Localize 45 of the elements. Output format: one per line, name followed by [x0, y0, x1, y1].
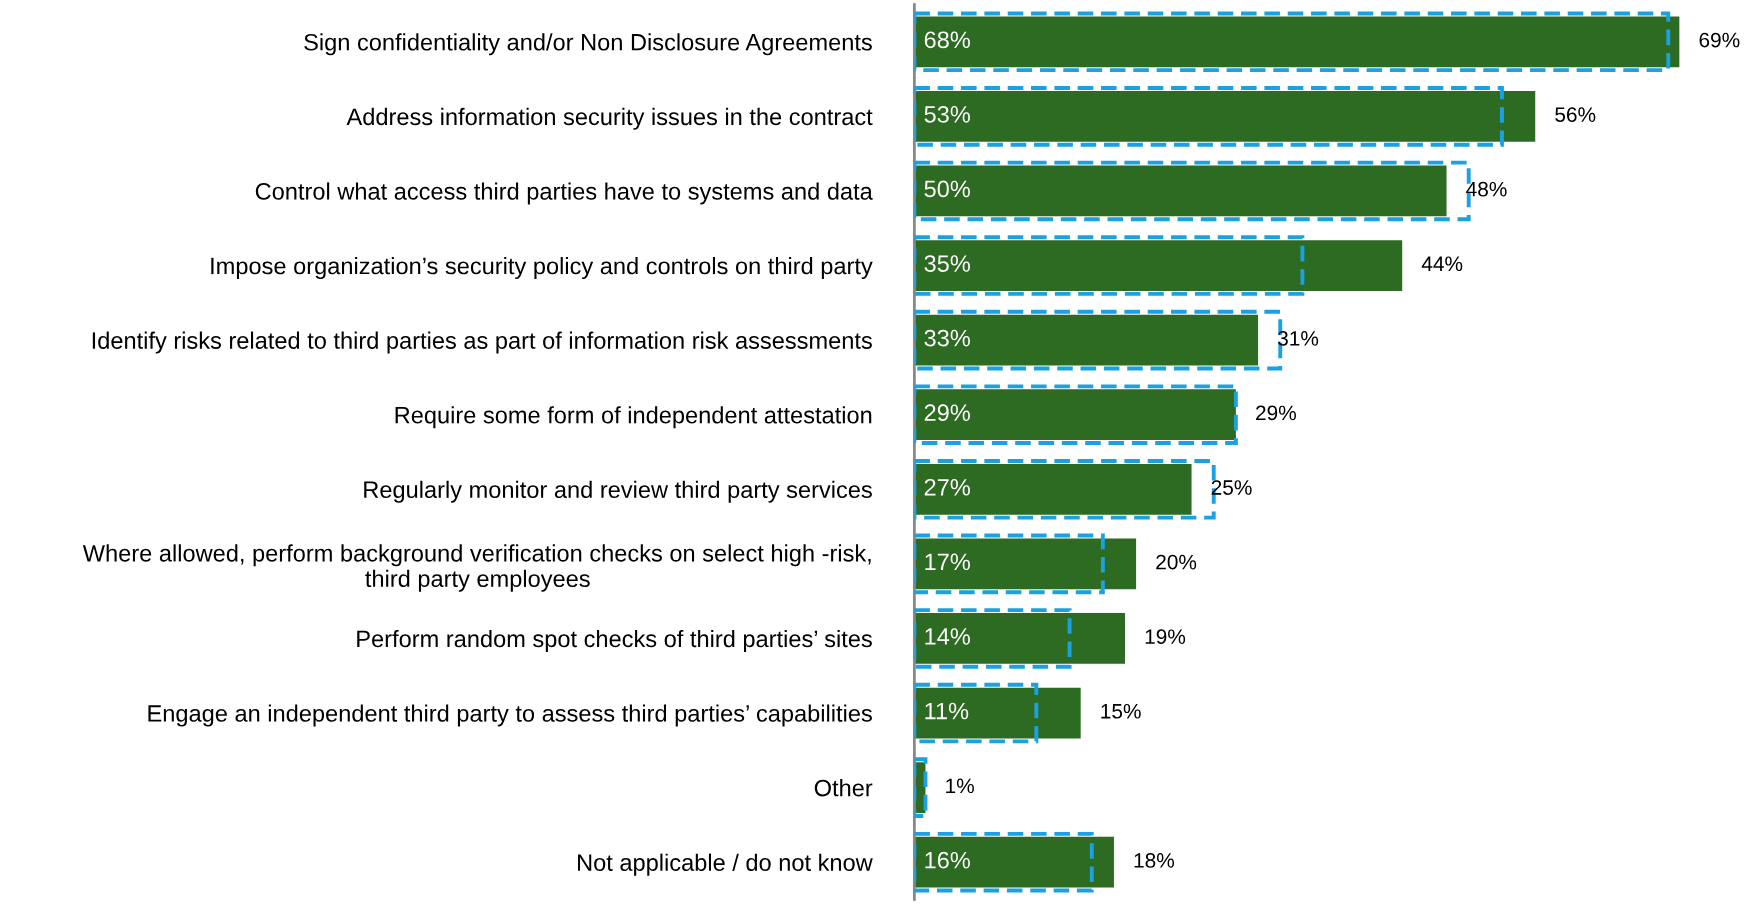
data-label: 15%: [1101, 703, 1141, 719]
bar: [914, 165, 1447, 217]
y-tick-label: Address information security issues in the contract: [346, 107, 873, 130]
y-tick-label: Not applicable / do not know: [578, 853, 873, 876]
y-tick-label: Impose organization’s security policy and controls on third party: [211, 256, 873, 279]
data-label: 17%: [925, 553, 970, 571]
y-tick-label: Regularly monitor and review third party services: [364, 480, 872, 503]
bar: [914, 314, 1259, 366]
data-label: 31%: [1277, 330, 1319, 346]
y-tick-label: Identify risks related to third parties as part of information risk assessments: [92, 331, 872, 354]
data-label: 14%: [925, 628, 970, 645]
data-label: 25%: [1211, 480, 1252, 495]
bar: [914, 613, 1126, 664]
data-label: 16%: [925, 851, 970, 869]
data-label: 44%: [1421, 256, 1463, 272]
bar: [914, 538, 1137, 590]
data-label: 50%: [924, 180, 970, 198]
data-label: 48%: [1466, 181, 1507, 197]
bar: [914, 463, 1192, 515]
y-tick-label: Other: [814, 779, 873, 797]
bar: [914, 16, 1680, 68]
data-label: 35%: [924, 255, 970, 272]
y-tick-label: Sign confidentiality and/or Non Disclosure Agreements: [304, 33, 872, 56]
data-label: 18%: [1134, 853, 1175, 868]
y-tick-label: Engage an independent third party to assess third parties’ capabilities: [148, 704, 872, 727]
data-label: 29%: [1256, 405, 1296, 421]
data-label: 68%: [924, 31, 970, 49]
data-label: 20%: [1156, 554, 1197, 570]
data-label: 27%: [924, 478, 970, 496]
data-label: 19%: [1145, 629, 1186, 645]
bar: [914, 240, 1403, 291]
y-tick-label: Require some form of independent attestation: [395, 406, 872, 429]
bar: [914, 91, 1536, 142]
bar: [914, 687, 1081, 739]
data-label: 29%: [924, 404, 970, 422]
y-tick-label: Control what access third parties have to systems and data: [255, 182, 873, 205]
data-label: 33%: [924, 329, 970, 347]
data-label: 69%: [1699, 32, 1740, 48]
data-label: 1%: [946, 778, 974, 794]
bar: [914, 836, 1114, 888]
y-tick-label: Perform random spot checks of third parties’ sites: [357, 629, 872, 652]
data-label: 53%: [924, 106, 970, 123]
data-label: 11%: [925, 702, 969, 720]
y-tick-label: Where allowed, perform background verification checks on select high -risk, third party employees: [82, 544, 871, 592]
data-label: 56%: [1555, 107, 1596, 122]
